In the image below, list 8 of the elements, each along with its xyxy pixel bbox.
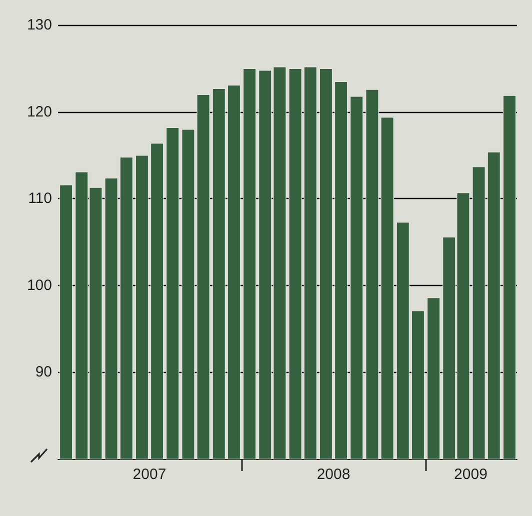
x-tick-label: 2008: [316, 466, 350, 483]
x-tick-label: 2007: [132, 466, 166, 483]
y-tick-label: 120: [26, 103, 52, 120]
y-tick-label: 130: [26, 16, 52, 34]
y-tick-label: 100: [26, 276, 52, 294]
y-tick-label: 110: [28, 190, 52, 208]
x-tick-label: 2009: [454, 466, 488, 483]
y-tick-label: 90: [35, 364, 52, 381]
